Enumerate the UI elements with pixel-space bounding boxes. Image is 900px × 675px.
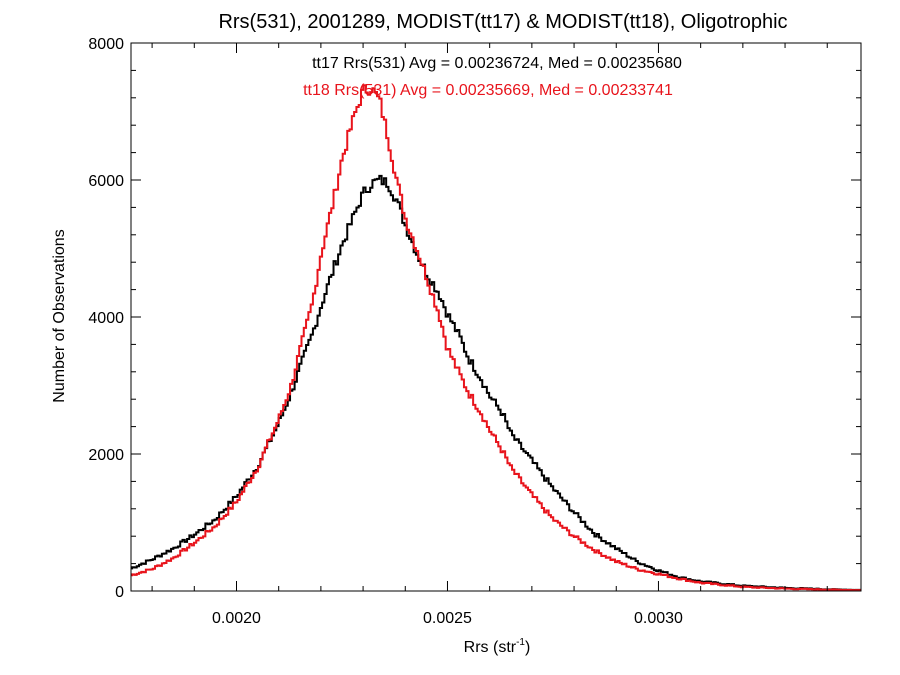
y-tick-label: 0 — [115, 584, 124, 601]
x-axis-label: Rrs (str-1) — [464, 637, 531, 656]
y-axis-label: Number of Observations — [51, 229, 68, 402]
y-axis: 0 2000 4000 6000 8000 — [88, 36, 861, 601]
y-tick-label: 2000 — [88, 447, 124, 464]
annotation-tt17: tt17 Rrs(531) Avg = 0.00236724, Med = 0.… — [312, 55, 682, 72]
y-tick-label: 8000 — [88, 36, 124, 53]
y-tick-label: 6000 — [88, 173, 124, 190]
series-line-tt18 — [131, 84, 861, 592]
x-tick-label: 0.0025 — [423, 610, 472, 627]
x-tick-label: 0.0020 — [212, 610, 261, 627]
series-layer — [131, 84, 861, 592]
x-axis-label-superscript: -1 — [516, 637, 525, 648]
y-tick-label: 4000 — [88, 310, 124, 327]
plot-frame — [130, 42, 862, 592]
chart-title: Rrs(531), 2001289, MODIST(tt17) & MODIST… — [218, 11, 787, 33]
x-tick-label: 0.0030 — [634, 610, 683, 627]
x-axis: 0.0020 0.0025 0.0030 — [151, 43, 828, 627]
series-line-tt17 — [131, 174, 861, 592]
annotation-tt18: tt18 Rrs(531) Avg = 0.00235669, Med = 0.… — [303, 82, 673, 99]
